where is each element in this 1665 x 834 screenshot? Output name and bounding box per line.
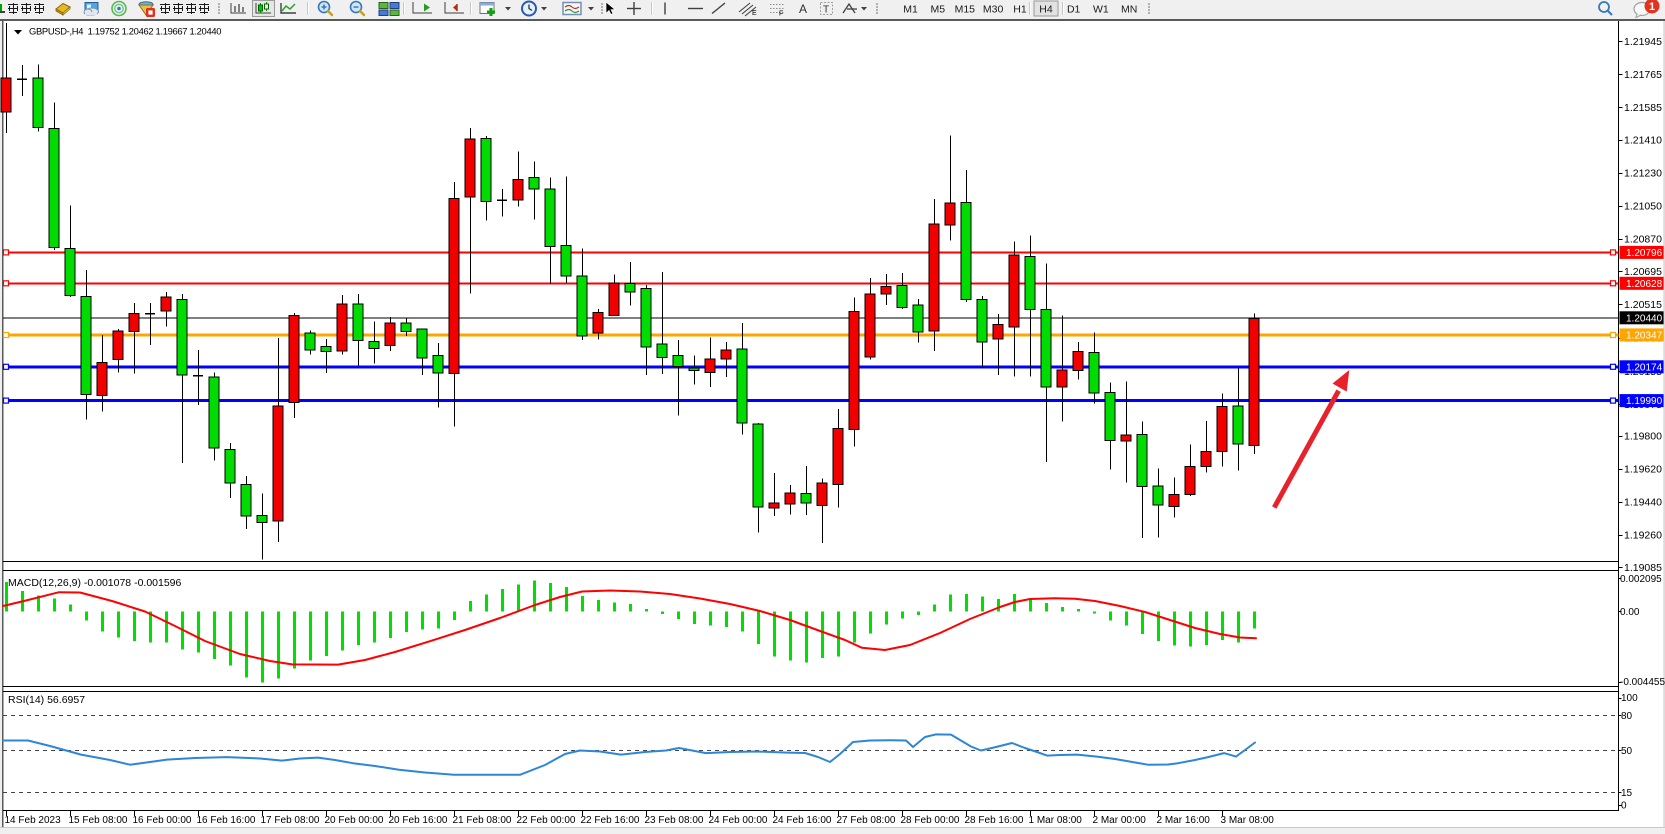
- svg-text:M30: M30: [983, 4, 1004, 16]
- svg-text:1.21585: 1.21585: [1624, 102, 1662, 114]
- svg-text:W1: W1: [1093, 4, 1109, 16]
- svg-text:28 Feb 00:00: 28 Feb 00:00: [901, 815, 960, 826]
- svg-text:2 Mar 00:00: 2 Mar 00:00: [1093, 815, 1147, 826]
- svg-text:1.20174: 1.20174: [1626, 362, 1663, 373]
- svg-text:15 Feb 08:00: 15 Feb 08:00: [69, 815, 128, 826]
- svg-text:22 Feb 00:00: 22 Feb 00:00: [517, 815, 576, 826]
- svg-text:1: 1: [1649, 1, 1655, 13]
- svg-text:1.19990: 1.19990: [1626, 396, 1663, 407]
- svg-text:14 Feb 2023: 14 Feb 2023: [5, 815, 62, 826]
- svg-text:80: 80: [1621, 711, 1633, 722]
- svg-text:28 Feb 16:00: 28 Feb 16:00: [965, 815, 1024, 826]
- svg-text:MN: MN: [1121, 4, 1137, 16]
- svg-text:27 Feb 08:00: 27 Feb 08:00: [837, 815, 896, 826]
- svg-text:H1: H1: [1013, 4, 1027, 16]
- svg-text:15: 15: [1621, 788, 1633, 799]
- svg-text:1.19085: 1.19085: [1624, 562, 1662, 574]
- svg-text:50: 50: [1621, 746, 1633, 757]
- svg-text:1.21050: 1.21050: [1624, 201, 1662, 213]
- svg-text:1.21410: 1.21410: [1624, 134, 1662, 146]
- svg-text:1.21765: 1.21765: [1624, 69, 1662, 81]
- svg-text:1.20796: 1.20796: [1626, 248, 1663, 259]
- svg-text:1.21945: 1.21945: [1624, 36, 1662, 48]
- svg-text:20 Feb 16:00: 20 Feb 16:00: [389, 815, 448, 826]
- svg-text:0: 0: [1621, 801, 1627, 812]
- svg-text:M1: M1: [903, 4, 918, 16]
- svg-text:1.19260: 1.19260: [1624, 530, 1662, 542]
- svg-text:16 Feb 16:00: 16 Feb 16:00: [197, 815, 256, 826]
- svg-text:100: 100: [1621, 693, 1638, 704]
- svg-text:24 Feb 00:00: 24 Feb 00:00: [709, 815, 768, 826]
- svg-text:1.19800: 1.19800: [1624, 430, 1662, 442]
- svg-text:22 Feb 16:00: 22 Feb 16:00: [581, 815, 640, 826]
- svg-text:RSI(14) 56.6957: RSI(14) 56.6957: [8, 694, 85, 706]
- svg-text:3 Mar 08:00: 3 Mar 08:00: [1221, 815, 1275, 826]
- svg-text:0.00: 0.00: [1620, 607, 1640, 618]
- svg-text:17 Feb 08:00: 17 Feb 08:00: [261, 815, 320, 826]
- svg-text:H4: H4: [1039, 4, 1053, 16]
- svg-text:1.19620: 1.19620: [1624, 464, 1662, 476]
- svg-text:E: E: [752, 10, 757, 17]
- svg-text:1.20515: 1.20515: [1624, 299, 1662, 311]
- svg-text:24 Feb 16:00: 24 Feb 16:00: [773, 815, 832, 826]
- svg-text:M5: M5: [931, 4, 946, 16]
- svg-text:-0.004455: -0.004455: [1620, 677, 1665, 688]
- svg-text:1 Mar 08:00: 1 Mar 08:00: [1029, 815, 1083, 826]
- svg-text:1.19440: 1.19440: [1624, 497, 1662, 509]
- svg-text:16 Feb 00:00: 16 Feb 00:00: [133, 815, 192, 826]
- svg-text:1.20628: 1.20628: [1626, 279, 1663, 290]
- svg-text:1.20347: 1.20347: [1626, 331, 1663, 342]
- svg-text:0.002095: 0.002095: [1620, 574, 1662, 585]
- svg-text:D1: D1: [1067, 4, 1081, 16]
- svg-text:A: A: [799, 2, 807, 16]
- svg-text:M15: M15: [955, 4, 976, 16]
- svg-text:21 Feb 08:00: 21 Feb 08:00: [453, 815, 512, 826]
- svg-text:2 Mar 16:00: 2 Mar 16:00: [1157, 815, 1211, 826]
- svg-text:F: F: [779, 11, 783, 18]
- svg-text:1.21230: 1.21230: [1624, 167, 1662, 179]
- svg-text:T: T: [823, 5, 829, 16]
- svg-text:1.20695: 1.20695: [1624, 266, 1662, 278]
- svg-text:1.20440: 1.20440: [1626, 313, 1663, 324]
- svg-text:23 Feb 08:00: 23 Feb 08:00: [645, 815, 704, 826]
- svg-text:GBPUSD-,H4 1.19752 1.20462 1.: GBPUSD-,H4 1.19752 1.20462 1.19667 1.204…: [29, 26, 221, 37]
- svg-text:MACD(12,26,9) -0.001078 -0.001: MACD(12,26,9) -0.001078 -0.001596: [8, 577, 182, 589]
- svg-text:20 Feb 00:00: 20 Feb 00:00: [325, 815, 384, 826]
- svg-text:1.20870: 1.20870: [1624, 234, 1662, 246]
